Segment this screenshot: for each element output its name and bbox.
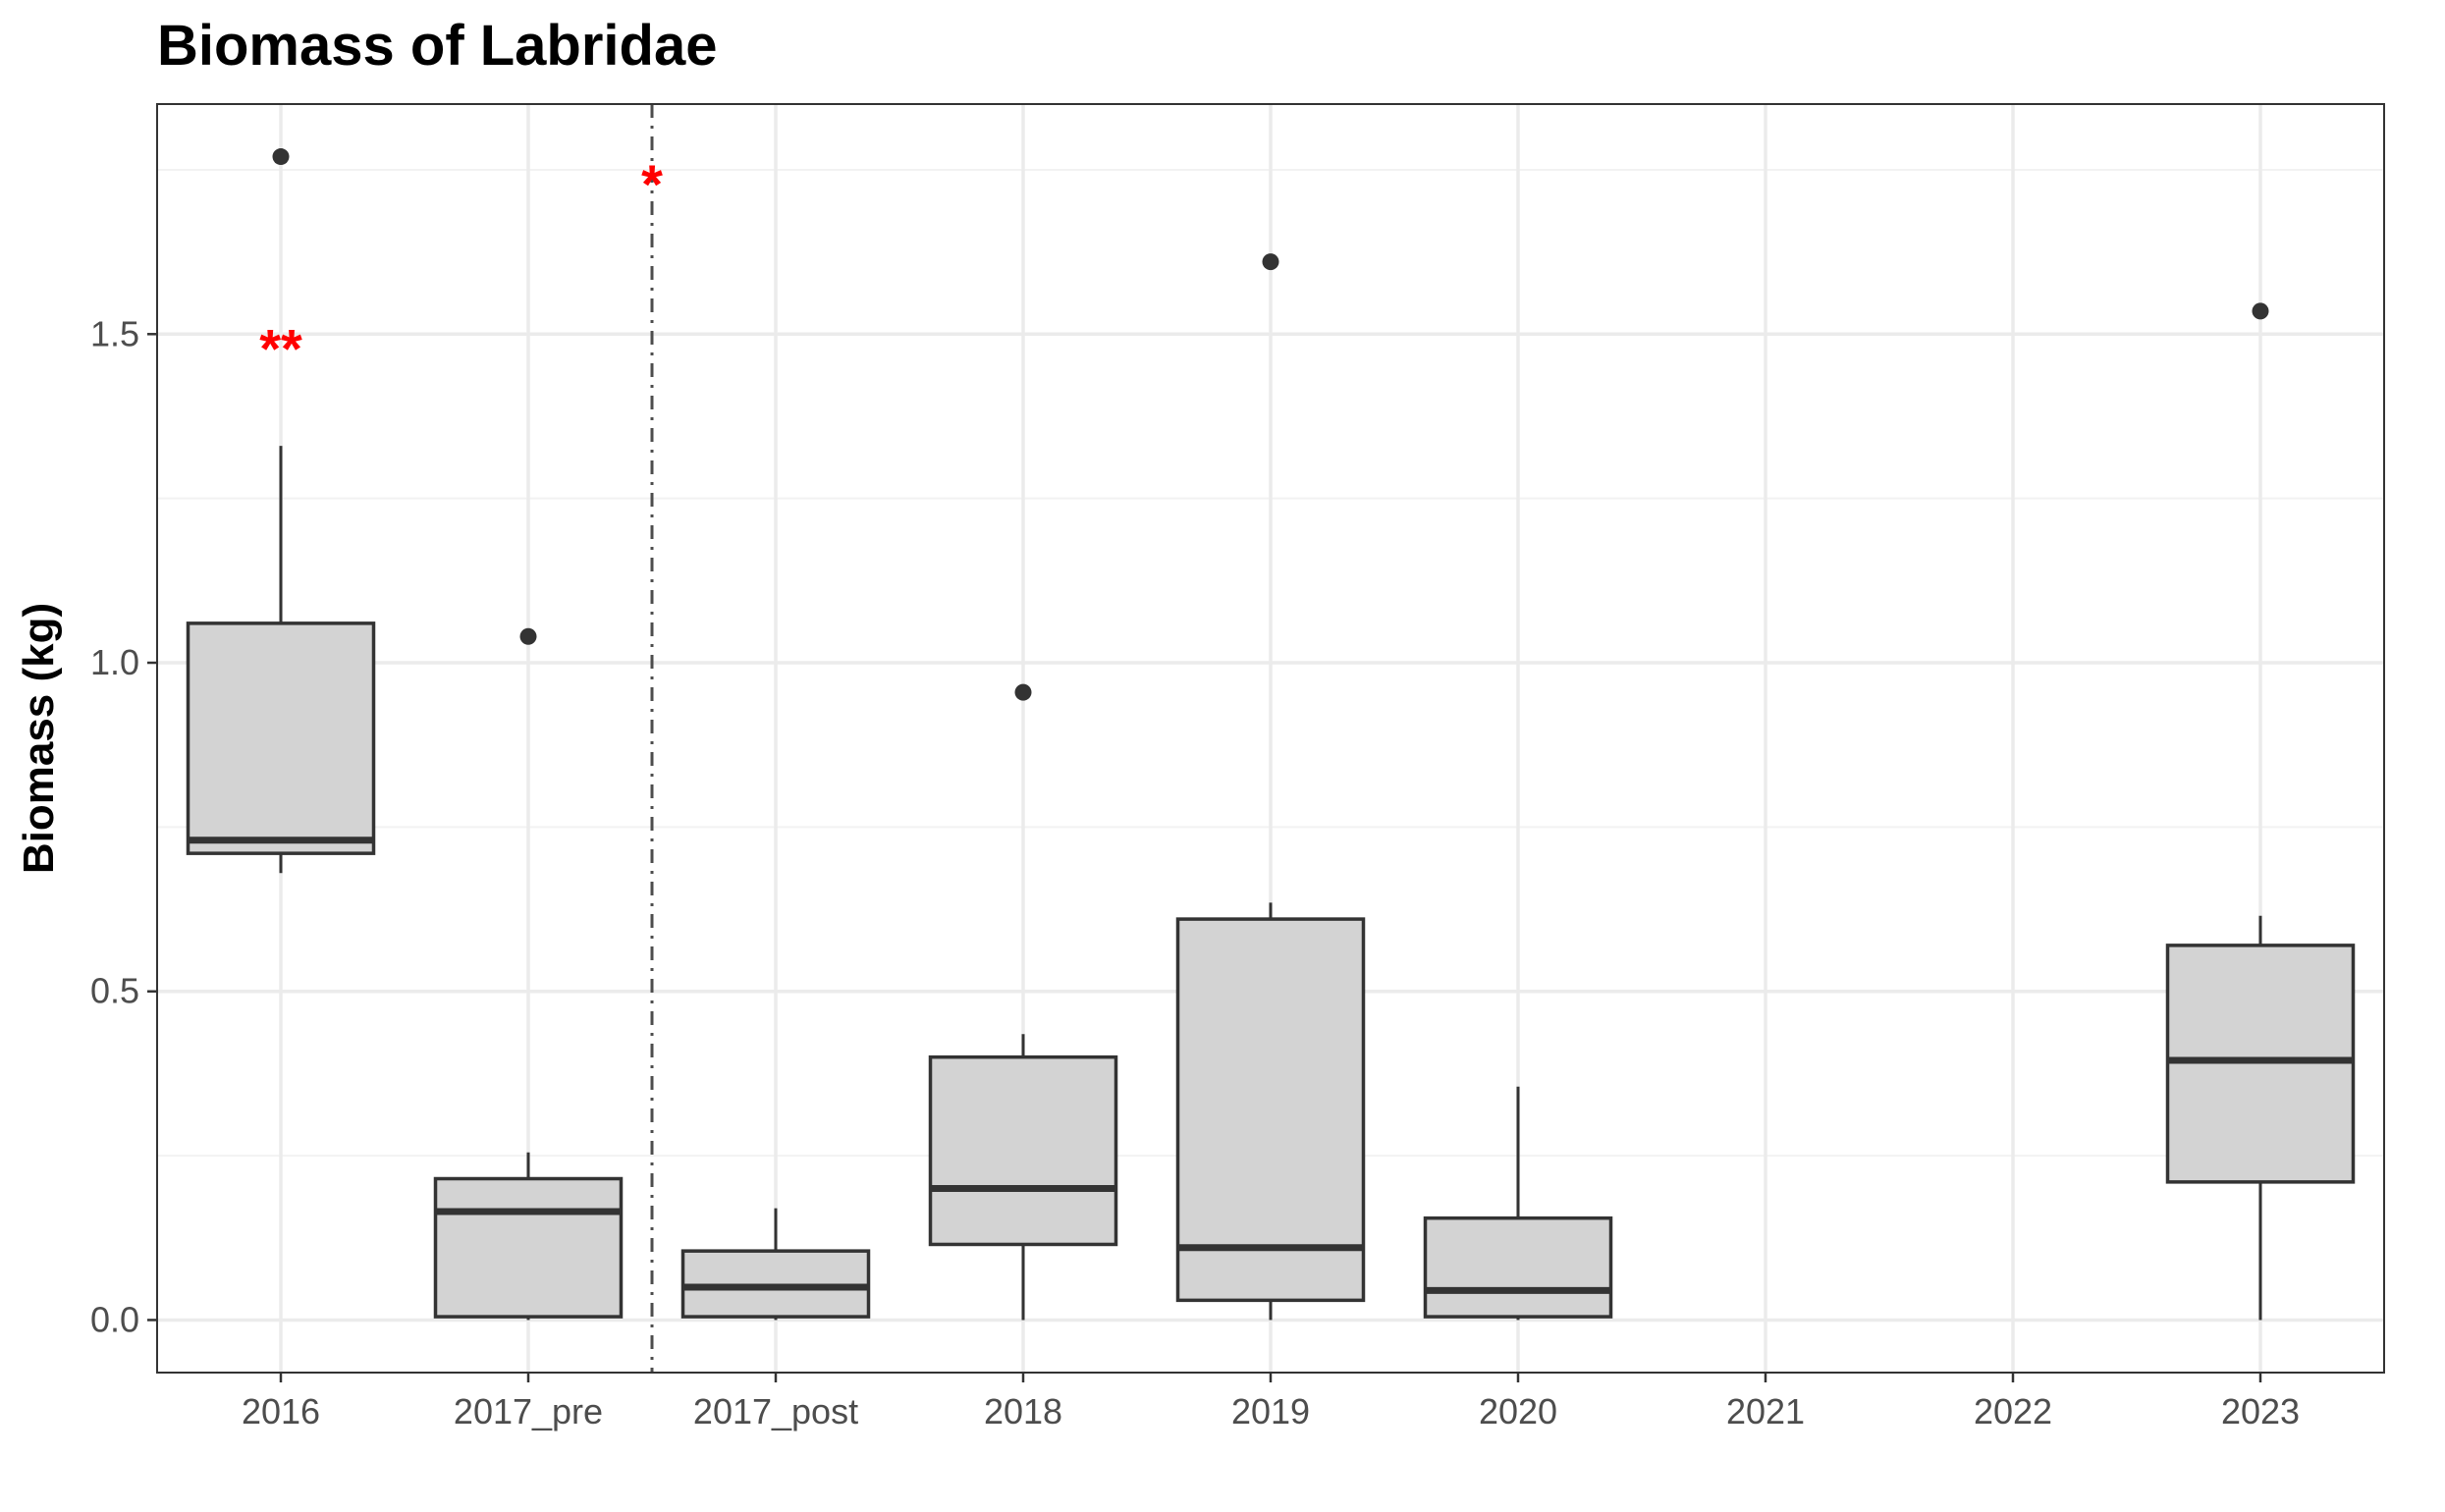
annotations-layer: *** [259, 153, 663, 379]
boxplot-2017_pre [433, 627, 624, 1321]
outlier-point [2252, 302, 2269, 320]
box-iqr [186, 621, 376, 855]
x-tick-label: 2023 [2221, 1391, 2300, 1431]
y-tick-label: 1.5 [90, 313, 139, 353]
significance-annotation: * [641, 153, 663, 215]
boxplot-2018 [928, 683, 1118, 1321]
outlier-point [519, 627, 537, 645]
x-tick-label: 2016 [242, 1391, 320, 1431]
y-axis-label: Biomass (kg) [15, 603, 63, 874]
outlier-point [1014, 683, 1032, 701]
chart-title: Biomass of Labridae [157, 14, 717, 78]
box-iqr [928, 1054, 1118, 1247]
axes-layer: 0.0 0.5 1.0 1.5 2016 2017_pre 2017_post 2018 201… [90, 313, 2300, 1431]
y-tick-label: 0.0 [90, 1299, 139, 1339]
x-tick-label: 2022 [1974, 1391, 2052, 1431]
x-tick-label: 2021 [1726, 1391, 1805, 1431]
significance-annotation: ** [259, 317, 302, 379]
outlier-point [1262, 253, 1279, 271]
box-iqr [433, 1176, 624, 1319]
box-iqr [1423, 1215, 1613, 1319]
box-iqr [1175, 917, 1366, 1303]
outlier-point [272, 148, 290, 166]
y-tick-label: 1.0 [90, 642, 139, 682]
boxplot-2016 [186, 148, 376, 874]
boxplot-2020 [1423, 1086, 1613, 1321]
boxplot-2017_post [680, 1208, 871, 1321]
boxplot-2023 [2165, 302, 2356, 1321]
boxplot-2019 [1175, 253, 1366, 1321]
boxes-layer [186, 148, 2356, 1321]
x-tick-label: 2020 [1479, 1391, 1557, 1431]
x-tick-label: 2019 [1231, 1391, 1310, 1431]
x-tick-label: 2017_pre [454, 1391, 603, 1431]
y-tick-label: 0.5 [90, 971, 139, 1011]
x-tick-label: 2018 [984, 1391, 1062, 1431]
x-tick-label: 2017_post [693, 1391, 858, 1431]
